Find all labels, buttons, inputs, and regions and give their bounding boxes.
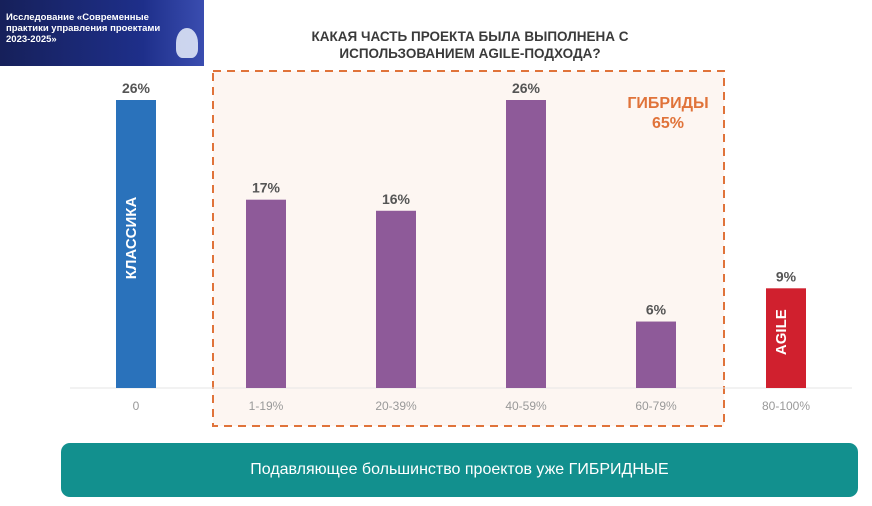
data-label: 26% xyxy=(122,80,151,96)
study-title: Исследование «Современные практики управ… xyxy=(6,12,161,45)
bar xyxy=(636,321,676,388)
bar-inner-label: КЛАССИКА xyxy=(123,197,140,280)
conclusion-text: Подавляющее большинство проектов уже ГИБ… xyxy=(250,461,669,478)
hybrid-value: 65% xyxy=(652,115,684,132)
bar xyxy=(246,199,286,388)
bar xyxy=(116,100,156,388)
study-header-banner: Исследование «Современные практики управ… xyxy=(0,0,204,66)
chart-title: КАКАЯ ЧАСТЬ ПРОЕКТА БЫЛА ВЫПОЛНЕНА С ИСП… xyxy=(311,29,629,61)
bar xyxy=(766,288,806,388)
x-tick-label: 20-39% xyxy=(375,399,417,413)
x-tick-label: 0 xyxy=(133,399,140,413)
bar-inner-label: AGILE xyxy=(773,309,790,355)
x-tick-label: 80-100% xyxy=(762,399,810,413)
x-tick-label: 40-59% xyxy=(505,399,547,413)
bar xyxy=(376,210,416,388)
conclusion-banner: Подавляющее большинство проектов уже ГИБ… xyxy=(61,443,858,497)
bar xyxy=(506,100,546,388)
data-label: 16% xyxy=(382,191,411,207)
x-tick-label: 1-19% xyxy=(249,399,284,413)
data-label: 6% xyxy=(646,302,667,318)
data-label: 26% xyxy=(512,80,541,96)
data-label: 9% xyxy=(776,268,797,284)
hybrid-label: ГИБРИДЫ xyxy=(627,95,708,112)
x-tick-label: 60-79% xyxy=(635,399,677,413)
person-illustration-icon xyxy=(176,28,198,58)
data-label: 17% xyxy=(252,180,281,196)
